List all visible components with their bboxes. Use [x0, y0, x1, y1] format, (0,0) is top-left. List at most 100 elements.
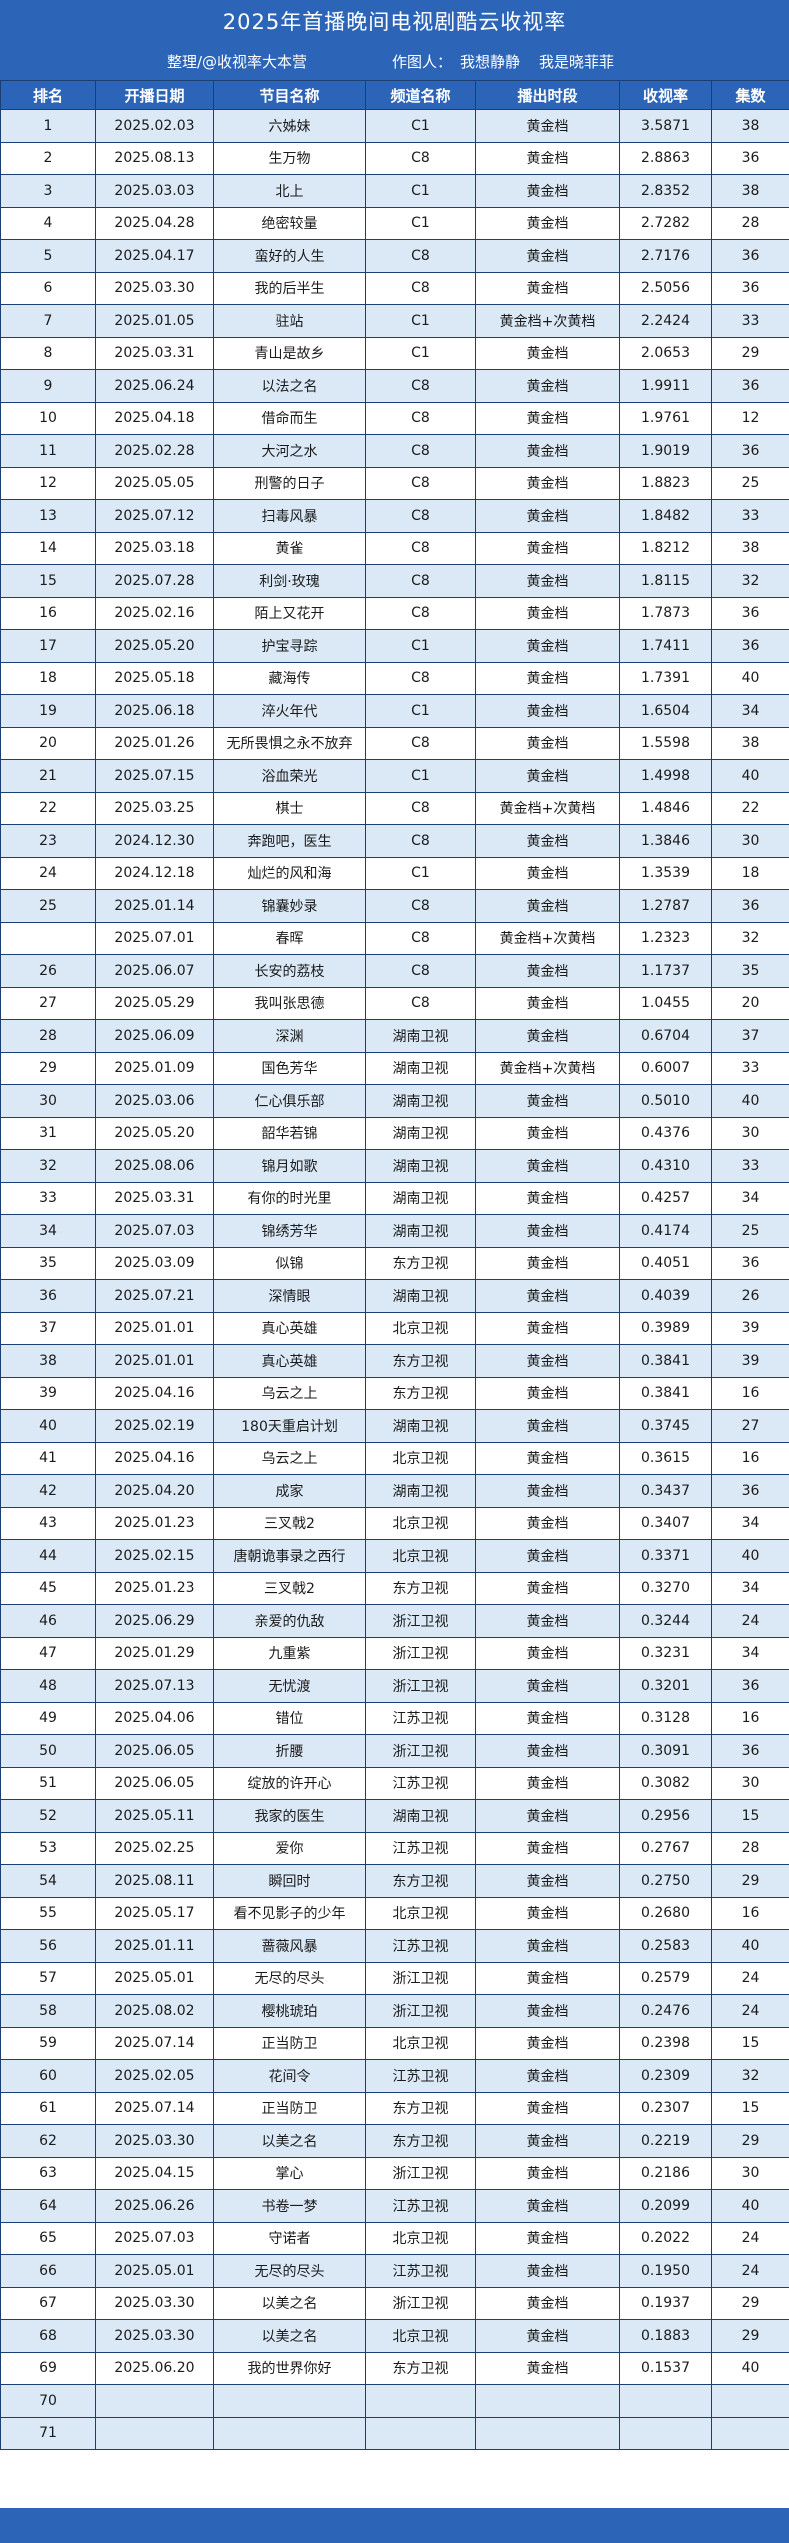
rank-cell: 35 [0, 1246, 96, 1280]
date-cell: 2025.07.13 [95, 1669, 214, 1703]
slot-cell: 黄金档 [475, 2156, 620, 2190]
rating-cell: 1.4846 [619, 791, 712, 825]
rank-cell: 9 [0, 369, 96, 403]
episodes-cell: 33 [711, 1051, 789, 1085]
table-row: 31 2025.05.20 韶华若锦 湖南卫视 黄金档 0.4376 30 [0, 1116, 789, 1150]
credit-author-1: 我想静静 [460, 53, 521, 71]
episodes-cell: 40 [711, 661, 789, 695]
rating-cell: 0.4051 [619, 1246, 712, 1280]
date-cell: 2025.03.25 [95, 791, 214, 825]
slot-cell: 黄金档 [475, 2059, 620, 2093]
channel-cell: 东方卫视 [365, 1864, 476, 1898]
episodes-cell: 15 [711, 2026, 789, 2060]
slot-cell: 黄金档 [475, 1116, 620, 1150]
rank-cell: 32 [0, 1149, 96, 1183]
rating-cell: 1.9761 [619, 401, 712, 435]
program-cell: 棋士 [213, 791, 366, 825]
slot-cell: 黄金档 [475, 271, 620, 305]
channel-cell: 北京卫视 [365, 1311, 476, 1345]
table-row: 9 2025.06.24 以法之名 C8 黄金档 1.9911 36 [0, 369, 789, 403]
program-cell: 陌上又花开 [213, 596, 366, 630]
rank-cell: 54 [0, 1864, 96, 1898]
episodes-cell: 33 [711, 304, 789, 338]
column-header-date: 开播日期 [95, 80, 214, 110]
program-cell: 三叉戟2 [213, 1571, 366, 1605]
slot-cell: 黄金档 [475, 2351, 620, 2385]
table-row: 22 2025.03.25 棋士 C8 黄金档+次黄档 1.4846 22 [0, 791, 789, 825]
rank-cell: 30 [0, 1084, 96, 1118]
rank-cell: 37 [0, 1311, 96, 1345]
rating-cell: 1.9911 [619, 369, 712, 403]
rating-cell: 0.1937 [619, 2286, 712, 2320]
table-row: 29 2025.01.09 国色芳华 湖南卫视 黄金档+次黄档 0.6007 33 [0, 1051, 789, 1085]
program-cell: 错位 [213, 1701, 366, 1735]
rank-cell: 59 [0, 2026, 96, 2060]
date-cell: 2025.07.28 [95, 564, 214, 598]
program-cell: 刑警的日子 [213, 466, 366, 500]
table-row: 46 2025.06.29 亲爱的仇敌 浙江卫视 黄金档 0.3244 24 [0, 1604, 789, 1638]
channel-cell: 湖南卫视 [365, 1214, 476, 1248]
slot-cell: 黄金档 [475, 2286, 620, 2320]
date-cell: 2025.07.03 [95, 1214, 214, 1248]
rating-cell: 2.0653 [619, 336, 712, 370]
channel-cell: 江苏卫视 [365, 1766, 476, 1800]
program-cell: 正当防卫 [213, 2026, 366, 2060]
table-row: 23 2024.12.30 奔跑吧，医生 C8 黄金档 1.3846 30 [0, 824, 789, 858]
program-cell: 真心英雄 [213, 1311, 366, 1345]
table-row: 1 2025.02.03 六姊妹 C1 黄金档 3.5871 38 [0, 109, 789, 143]
channel-cell: C1 [365, 759, 476, 793]
channel-cell: C8 [365, 564, 476, 598]
slot-cell: 黄金档 [475, 2319, 620, 2353]
table-row: 60 2025.02.05 花间令 江苏卫视 黄金档 0.2309 32 [0, 2059, 789, 2093]
slot-cell: 黄金档 [475, 1864, 620, 1898]
table-row: 62 2025.03.30 以美之名 东方卫视 黄金档 0.2219 29 [0, 2124, 789, 2158]
page-title: 2025年首播晚间电视剧酷云收视率 [0, 0, 789, 44]
slot-cell: 黄金档 [475, 889, 620, 923]
table-row: 41 2025.04.16 乌云之上 北京卫视 黄金档 0.3615 16 [0, 1441, 789, 1475]
program-cell: 深情眼 [213, 1279, 366, 1313]
rank-cell: 71 [0, 2416, 96, 2450]
rank-cell: 14 [0, 531, 96, 565]
rating-cell: 0.4257 [619, 1181, 712, 1215]
rank-cell: 5 [0, 239, 96, 273]
slot-cell: 黄金档 [475, 694, 620, 728]
program-cell: 黄雀 [213, 531, 366, 565]
channel-cell: C8 [365, 726, 476, 760]
rating-cell: 0.2022 [619, 2221, 712, 2255]
table-row: 48 2025.07.13 无忧渡 浙江卫视 黄金档 0.3201 36 [0, 1669, 789, 1703]
table-row: 52 2025.05.11 我家的医生 湖南卫视 黄金档 0.2956 15 [0, 1799, 789, 1833]
program-cell: 唐朝诡事录之西行 [213, 1539, 366, 1573]
table-row: 3 2025.03.03 北上 C1 黄金档 2.8352 38 [0, 174, 789, 208]
table-row: 4 2025.04.28 绝密较量 C1 黄金档 2.7282 28 [0, 206, 789, 240]
table-row: 67 2025.03.30 以美之名 浙江卫视 黄金档 0.1937 29 [0, 2286, 789, 2320]
episodes-cell: 34 [711, 1181, 789, 1215]
table-row: 8 2025.03.31 青山是故乡 C1 黄金档 2.0653 29 [0, 336, 789, 370]
date-cell: 2025.01.23 [95, 1571, 214, 1605]
slot-cell: 黄金档 [475, 1961, 620, 1995]
table-row: 38 2025.01.01 真心英雄 东方卫视 黄金档 0.3841 39 [0, 1344, 789, 1378]
slot-cell: 黄金档 [475, 1214, 620, 1248]
channel-cell: C1 [365, 206, 476, 240]
rating-cell: 1.1737 [619, 954, 712, 988]
episodes-cell: 38 [711, 174, 789, 208]
date-cell: 2025.06.29 [95, 1604, 214, 1638]
channel-cell: 浙江卫视 [365, 1636, 476, 1670]
episodes-cell: 30 [711, 1766, 789, 1800]
slot-cell: 黄金档 [475, 1896, 620, 1930]
table-row: 43 2025.01.23 三叉戟2 北京卫视 黄金档 0.3407 34 [0, 1506, 789, 1540]
date-cell: 2025.05.20 [95, 1116, 214, 1150]
channel-cell: 北京卫视 [365, 1539, 476, 1573]
table-row: 69 2025.06.20 我的世界你好 东方卫视 黄金档 0.1537 40 [0, 2351, 789, 2385]
slot-cell: 黄金档 [475, 1831, 620, 1865]
episodes-cell: 29 [711, 1864, 789, 1898]
slot-cell: 黄金档 [475, 1571, 620, 1605]
program-cell: 护宝寻踪 [213, 629, 366, 663]
rating-cell: 1.7411 [619, 629, 712, 663]
channel-cell: 东方卫视 [365, 1246, 476, 1280]
program-cell: 绽放的许开心 [213, 1766, 366, 1800]
slot-cell: 黄金档 [475, 1766, 620, 1800]
rating-cell: 0.1537 [619, 2351, 712, 2385]
column-header-slot: 播出时段 [475, 80, 620, 110]
table-row: 27 2025.05.29 我叫张思德 C8 黄金档 1.0455 20 [0, 986, 789, 1020]
